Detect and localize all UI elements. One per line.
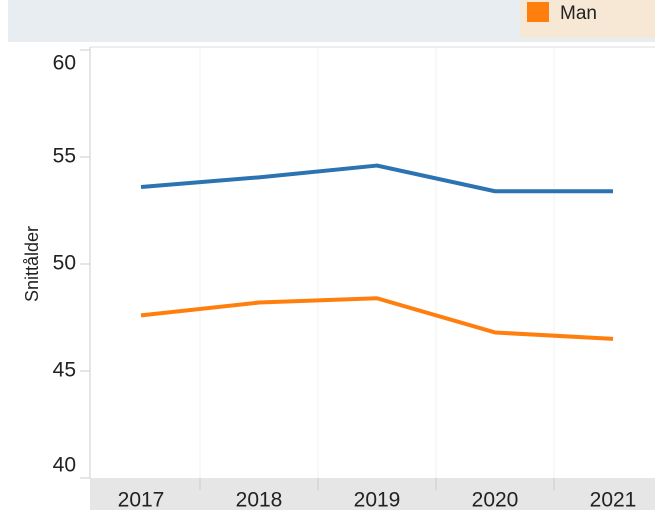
x-tick-label: 2017 — [118, 489, 165, 510]
y-tick-label: 40 — [53, 454, 76, 477]
x-axis-band — [90, 478, 655, 510]
x-tick-label: 2018 — [236, 489, 283, 510]
y-tick-label: 45 — [53, 359, 76, 382]
y-axis-label: Snittålder — [22, 226, 42, 302]
legend-label: Man — [560, 3, 597, 24]
y-tick-label: 60 — [53, 52, 76, 75]
y-tick-label: 55 — [53, 145, 76, 168]
x-tick-label: 2019 — [354, 489, 401, 510]
series-line — [140, 163, 613, 194]
x-tick-label: 2020 — [472, 489, 519, 510]
series-line — [140, 296, 614, 341]
y-tick-label: 50 — [53, 252, 76, 275]
x-tick-label: 2021 — [590, 489, 637, 510]
legend-swatch — [527, 2, 549, 22]
